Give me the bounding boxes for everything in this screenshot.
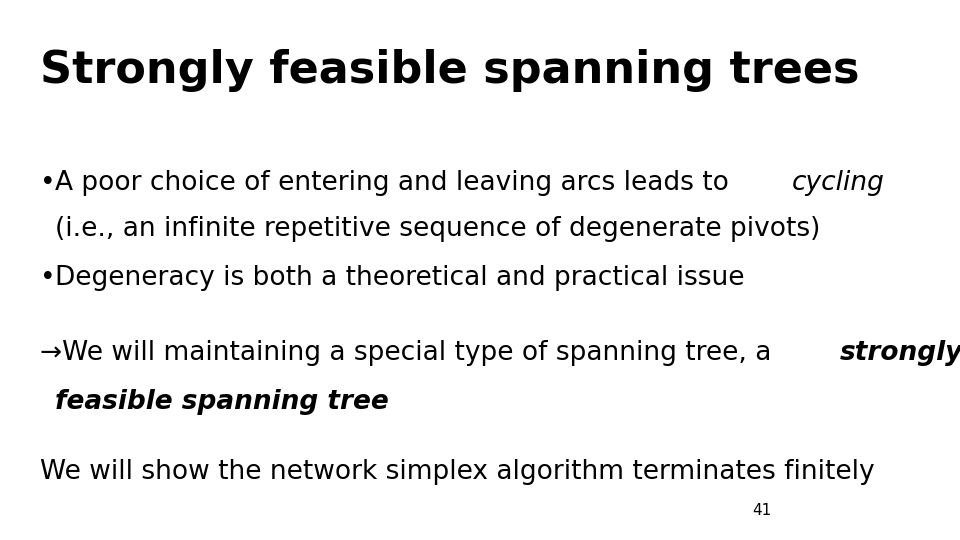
Text: •: • [40, 170, 56, 196]
Text: strongly: strongly [839, 340, 960, 366]
Text: feasible spanning tree: feasible spanning tree [55, 389, 389, 415]
Text: Degeneracy is both a theoretical and practical issue: Degeneracy is both a theoretical and pra… [55, 265, 744, 291]
Text: •: • [40, 265, 56, 291]
Text: 41: 41 [753, 503, 772, 518]
Text: →We will maintaining a special type of spanning tree, a: →We will maintaining a special type of s… [40, 340, 780, 366]
Text: Strongly feasible spanning trees: Strongly feasible spanning trees [40, 49, 860, 92]
Text: (i.e., an infinite repetitive sequence of degenerate pivots): (i.e., an infinite repetitive sequence o… [55, 216, 820, 242]
Text: A poor choice of entering and leaving arcs leads to: A poor choice of entering and leaving ar… [55, 170, 737, 196]
Text: We will show the network simplex algorithm terminates finitely: We will show the network simplex algorit… [40, 459, 875, 485]
Text: cycling: cycling [792, 170, 884, 196]
